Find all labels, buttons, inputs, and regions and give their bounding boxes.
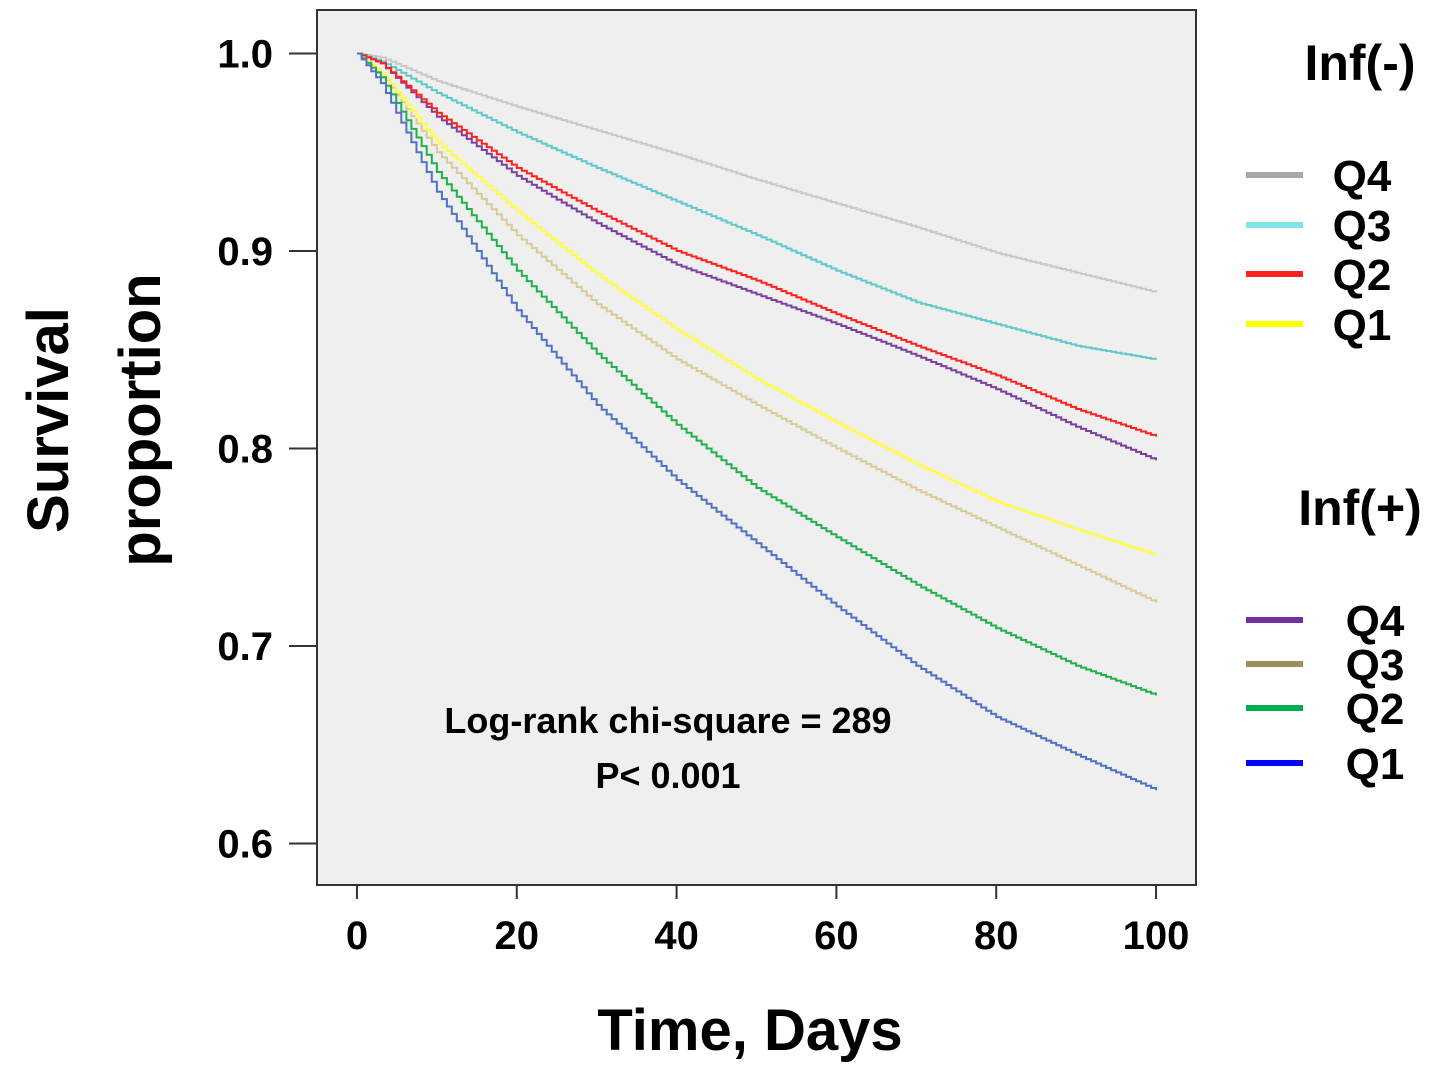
- legend-label-inf-neg-q4: Q4: [1333, 152, 1392, 201]
- legend-label-inf-pos-q4: Q4: [1346, 597, 1405, 646]
- x-axis-title: Time, Days: [597, 998, 902, 1063]
- x-axis: 0 20 40 60 80 100: [346, 885, 1190, 958]
- survival-curves: [357, 52, 1157, 791]
- curve-infneg-q2: [357, 52, 1157, 437]
- x-tick-label-3: 60: [814, 914, 859, 958]
- curve-infneg-q1: [357, 52, 1157, 556]
- legend-label-inf-pos-q2: Q2: [1346, 685, 1405, 734]
- legend-label-inf-neg-q2: Q2: [1333, 251, 1392, 300]
- legend-label-inf-neg-q3: Q3: [1333, 202, 1392, 251]
- curve-infpos-q2: [357, 52, 1157, 696]
- x-tick-label-2: 40: [654, 914, 699, 958]
- y-axis-title-line-2: proportion: [108, 273, 173, 566]
- curve-infpos-q3: [357, 52, 1157, 603]
- curve-infpos-q4: [357, 52, 1157, 461]
- x-tick-label-5: 100: [1123, 914, 1190, 958]
- y-axis-title-line-1: Survival: [16, 307, 81, 533]
- y-axis: 0.6 0.7 0.8 0.9 1.0: [217, 32, 317, 867]
- y-tick-label-2: 0.8: [217, 427, 273, 471]
- annotation-log-rank: Log-rank chi-square = 289: [444, 700, 891, 741]
- legend-label-inf-pos-q1: Q1: [1346, 740, 1405, 789]
- y-axis-title: Survival proportion: [16, 273, 173, 566]
- x-tick-label-1: 20: [495, 914, 540, 958]
- curve-infneg-q3: [357, 52, 1157, 360]
- y-tick-label-0: 0.6: [217, 823, 273, 867]
- y-tick-label-3: 0.9: [217, 230, 273, 274]
- annotation-p-value: P< 0.001: [595, 755, 740, 796]
- legend-label-inf-pos-q3: Q3: [1346, 641, 1405, 690]
- y-tick-label-4: 1.0: [217, 32, 273, 76]
- legend-title-inf-neg: Inf(-): [1304, 35, 1415, 91]
- plot-background: [316, 9, 1197, 886]
- y-tick-label-1: 0.7: [217, 625, 273, 669]
- legend-title-inf-pos: Inf(+): [1298, 480, 1422, 536]
- curve-infpos-q1: [357, 52, 1157, 791]
- legend-label-inf-neg-q1: Q1: [1333, 301, 1392, 350]
- curve-infneg-q4: [357, 52, 1157, 293]
- x-tick-label-0: 0: [346, 914, 368, 958]
- x-tick-label-4: 80: [974, 914, 1019, 958]
